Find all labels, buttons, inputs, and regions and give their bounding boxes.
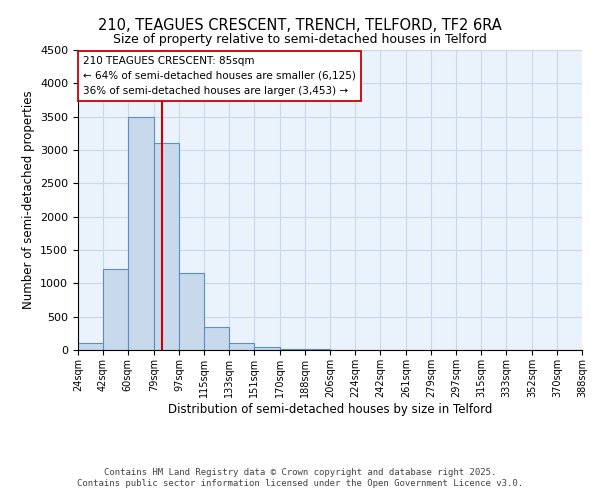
Bar (280, 348, 305, 350)
Y-axis label: Number of semi-detached properties: Number of semi-detached properties (22, 90, 35, 310)
Bar (179, 274, 204, 350)
Bar (128, 116, 154, 350)
Bar (154, 144, 179, 350)
Bar (78, 344, 103, 350)
X-axis label: Distribution of semi-detached houses by size in Telford: Distribution of semi-detached houses by … (168, 402, 492, 415)
Text: 210, TEAGUES CRESCENT, TRENCH, TELFORD, TF2 6RA: 210, TEAGUES CRESCENT, TRENCH, TELFORD, … (98, 18, 502, 32)
Bar (229, 344, 254, 350)
Bar (254, 346, 280, 350)
Text: 210 TEAGUES CRESCENT: 85sqm
← 64% of semi-detached houses are smaller (6,125)
36: 210 TEAGUES CRESCENT: 85sqm ← 64% of sem… (83, 56, 356, 96)
Text: Size of property relative to semi-detached houses in Telford: Size of property relative to semi-detach… (113, 32, 487, 46)
Text: Contains HM Land Registry data © Crown copyright and database right 2025.
Contai: Contains HM Land Registry data © Crown c… (77, 468, 523, 487)
Bar (204, 326, 229, 350)
Bar (103, 268, 128, 350)
